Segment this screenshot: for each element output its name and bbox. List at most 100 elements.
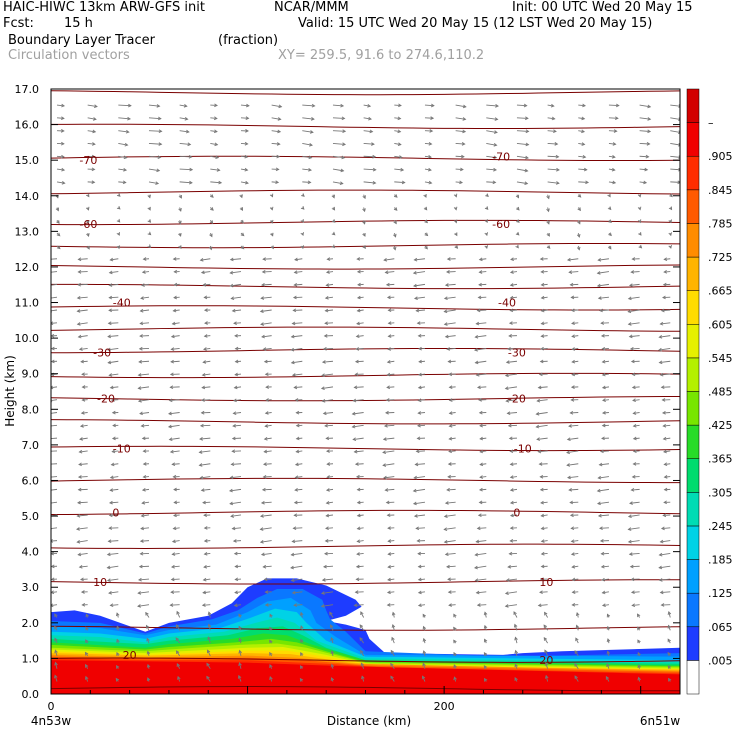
- wind-vector-head: [213, 129, 218, 134]
- wind-vector-head: [483, 677, 488, 682]
- wind-vector-head: [61, 181, 66, 185]
- wind-vector-head: [54, 674, 58, 679]
- wind-vector-head: [382, 463, 387, 467]
- wind-vector-head: [171, 552, 176, 556]
- wind-vector-shaft: [670, 155, 680, 158]
- wind-vector-shaft: [51, 283, 58, 286]
- wind-vector-shaft: [202, 604, 211, 606]
- wind-vector: [540, 321, 548, 326]
- wind-vector-head: [538, 372, 543, 377]
- wind-vector-head: [543, 624, 547, 629]
- wind-vector-head: [397, 129, 402, 134]
- wind-vector-shaft: [547, 130, 557, 132]
- wind-vector-shaft: [171, 360, 180, 363]
- wind-vector-head: [506, 411, 511, 415]
- wind-vector-head: [77, 257, 82, 262]
- wind-vector-shaft: [204, 552, 211, 555]
- wind-vector: [332, 116, 346, 121]
- wind-vector: [455, 167, 464, 172]
- wind-vector: [547, 154, 560, 159]
- wind-vector: [325, 436, 333, 441]
- wind-vector: [484, 219, 488, 224]
- wind-vector-head: [509, 500, 514, 505]
- wind-vector-shaft: [322, 399, 334, 402]
- wind-vector: [261, 487, 272, 492]
- wind-vector: [118, 142, 129, 147]
- wind-vector: [578, 142, 586, 146]
- wind-vector: [547, 103, 555, 108]
- wind-vector-shaft: [357, 552, 364, 555]
- wind-vector: [234, 590, 242, 595]
- wind-vector-head: [352, 398, 357, 403]
- wind-vector-head: [474, 578, 479, 582]
- wind-vector-head: [600, 551, 605, 556]
- wind-vector-head: [415, 526, 420, 531]
- wind-vector-head: [540, 539, 545, 543]
- wind-vector: [76, 539, 88, 544]
- wind-vector-head: [112, 423, 116, 428]
- wind-vector-head: [77, 270, 82, 274]
- wind-vector: [387, 552, 395, 556]
- wind-vector-head: [353, 449, 358, 454]
- wind-vector-shaft: [449, 412, 456, 414]
- wind-vector-shaft: [87, 143, 95, 145]
- wind-vector-head: [125, 129, 130, 134]
- wind-vector-head: [359, 637, 363, 641]
- wind-vector: [240, 116, 250, 120]
- wind-vector: [637, 651, 641, 657]
- wind-vector-head: [637, 664, 641, 669]
- wind-vector-head: [232, 398, 237, 403]
- wind-vector-head: [202, 360, 207, 364]
- wind-vector: [546, 194, 550, 200]
- wind-vector-shaft: [477, 309, 487, 311]
- wind-vector-head: [608, 219, 612, 223]
- wind-vector-shaft: [418, 386, 426, 389]
- wind-vector-head: [300, 638, 304, 643]
- wind-vector-head: [535, 411, 540, 416]
- xy-coordinates: XY= 259.5, 91.6 to 274.6,110.2: [278, 48, 485, 63]
- wind-vector-shaft: [363, 181, 376, 184]
- wind-vector-head: [111, 449, 116, 454]
- wind-vector-shaft: [659, 552, 671, 556]
- wind-vector: [203, 295, 211, 300]
- wind-vector-shaft: [480, 424, 487, 427]
- wind-vector: [637, 219, 642, 224]
- wind-vector-head: [290, 360, 295, 365]
- wind-vector: [324, 423, 334, 428]
- wind-vector: [659, 539, 671, 544]
- wind-vector-head: [447, 359, 452, 364]
- wind-vector-shaft: [598, 514, 609, 517]
- wind-vector: [178, 232, 182, 237]
- wind-vector: [422, 613, 426, 618]
- wind-vector-shaft: [326, 283, 334, 286]
- wind-vector: [599, 526, 609, 531]
- wind-vector-head: [156, 168, 161, 173]
- wind-vector-shaft: [201, 271, 211, 274]
- wind-vector: [546, 245, 551, 249]
- wind-vector: [628, 552, 640, 556]
- wind-vector-shaft: [486, 168, 497, 171]
- isotherm-line-10: [51, 372, 680, 379]
- wind-vector: [570, 385, 579, 389]
- wind-vector-head: [326, 475, 331, 479]
- wind-vector-shaft: [572, 578, 579, 581]
- wind-vector-head: [555, 181, 560, 185]
- wind-vector: [293, 282, 303, 287]
- wind-vector: [260, 322, 272, 326]
- wind-vector: [601, 372, 610, 377]
- wind-vector-shaft: [601, 565, 609, 568]
- wind-vector: [475, 373, 487, 377]
- wind-vector-shaft: [76, 527, 88, 530]
- wind-vector-shaft: [171, 335, 180, 338]
- wind-vector: [228, 488, 242, 493]
- wind-vector-shaft: [77, 296, 88, 299]
- wind-vector-head: [540, 564, 545, 569]
- wind-vector: [627, 296, 640, 301]
- wind-vector: [116, 205, 121, 210]
- wind-vector-head: [81, 385, 86, 389]
- wind-vector-head: [269, 664, 273, 668]
- wind-vector-head: [200, 410, 205, 415]
- wind-vector-shaft: [541, 322, 548, 325]
- wind-vector: [486, 167, 497, 172]
- wind-vector-head: [244, 141, 249, 146]
